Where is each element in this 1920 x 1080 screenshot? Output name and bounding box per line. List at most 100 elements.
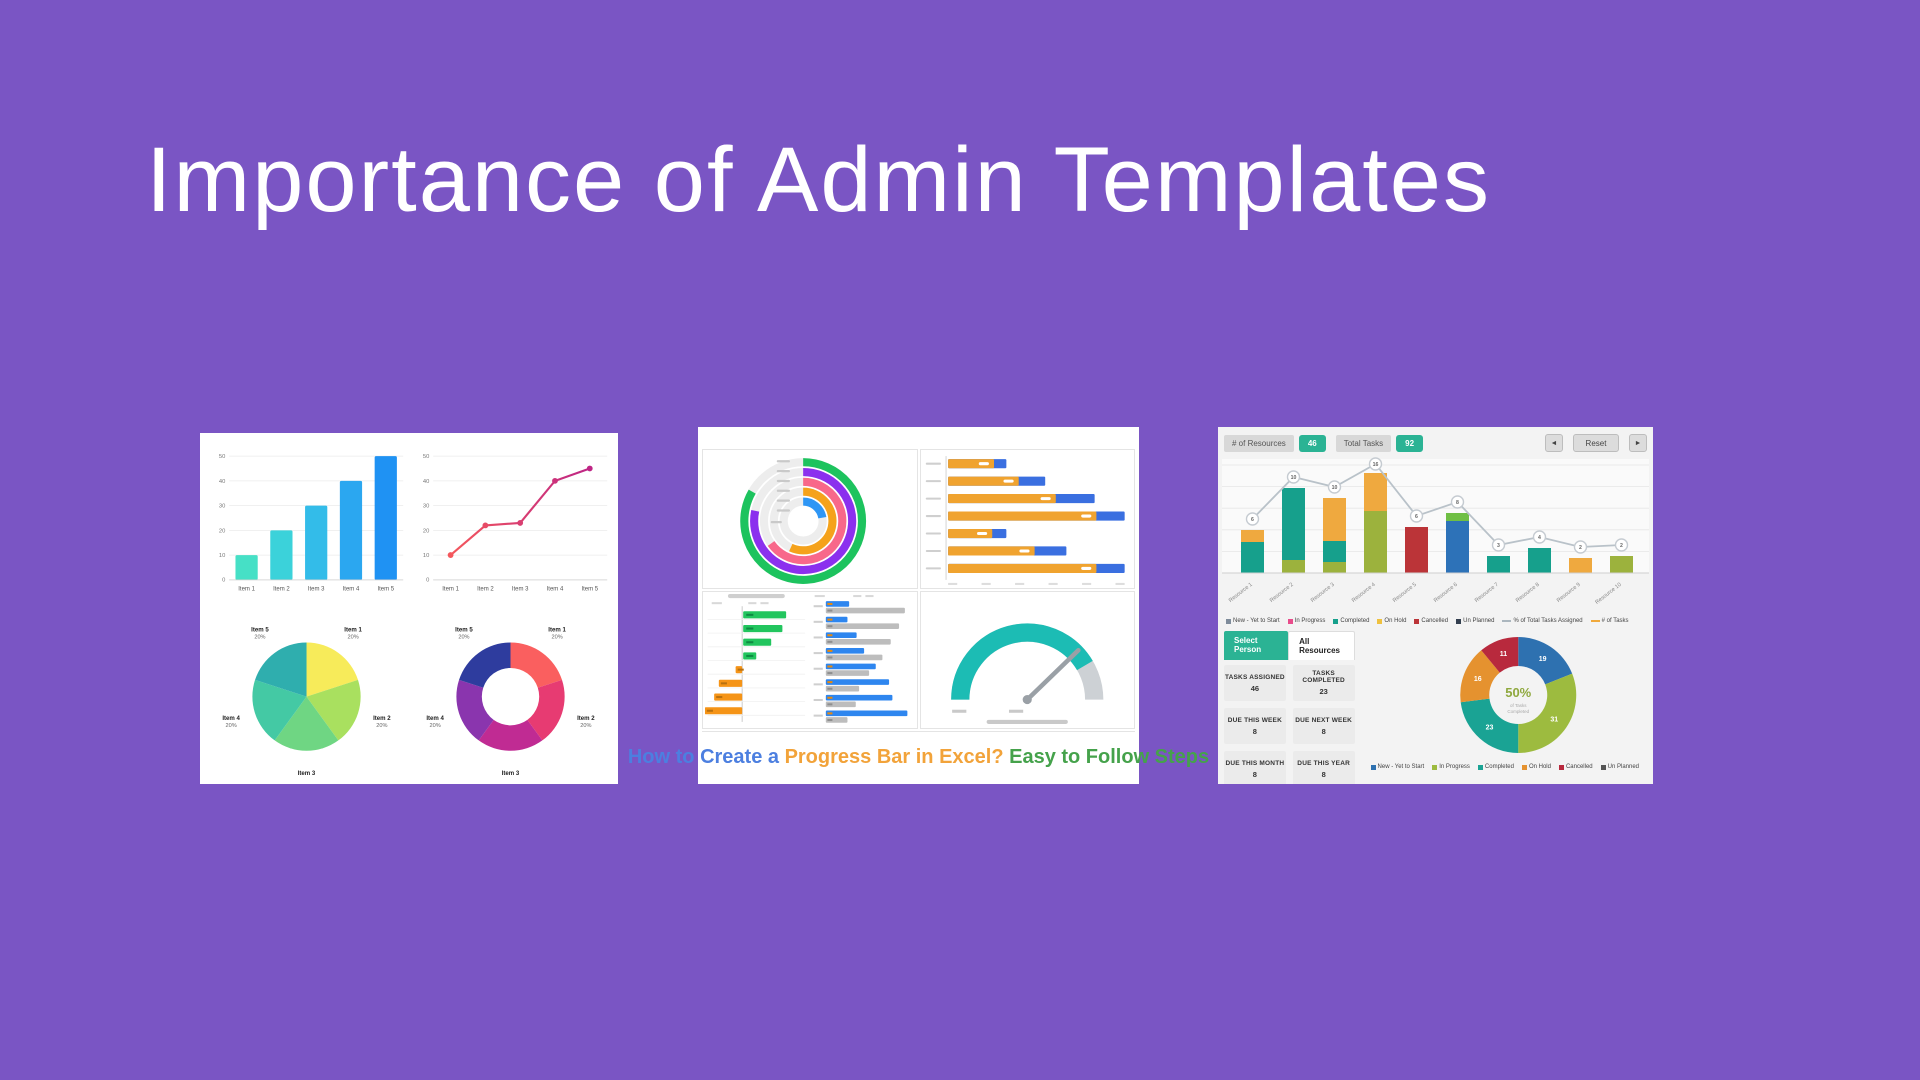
tab-select-person[interactable]: Select Person <box>1224 631 1289 660</box>
legend-label: New - Yet to Start <box>1233 618 1280 624</box>
svg-text:Resource 6: Resource 6 <box>1433 582 1459 604</box>
stat-card: DUE NEXT WEEK 8 <box>1292 708 1355 744</box>
svg-text:0: 0 <box>222 578 225 584</box>
combo-legend: New - Yet to Start In Progress Completed On… <box>1218 615 1653 627</box>
svg-text:6: 6 <box>1415 514 1418 520</box>
svg-text:Item 4: Item 4 <box>547 586 564 592</box>
svg-text:10: 10 <box>1332 485 1338 491</box>
legend-marker <box>1590 620 1600 622</box>
donut-chart: Item 120%Item 220%Item 320%Item 420%Item… <box>410 610 612 776</box>
svg-text:Completed: Completed <box>1507 709 1529 714</box>
bar-chart-svg: 0 10 20 30 40 50 Item 1 Item 2 Item 3 Item 4 Item … <box>219 454 404 592</box>
resources-chip-label: # of Resources <box>1224 434 1294 452</box>
svg-text:2: 2 <box>1620 543 1623 549</box>
svg-text:16: 16 <box>1373 462 1379 468</box>
reset-button[interactable]: Reset <box>1573 434 1619 452</box>
svg-text:0: 0 <box>426 578 429 584</box>
svg-text:20%: 20% <box>551 634 562 640</box>
svg-text:10: 10 <box>423 553 429 559</box>
svg-text:40: 40 <box>219 479 225 485</box>
progress-bars-svg <box>925 456 1125 585</box>
svg-text:Resource 8: Resource 8 <box>1515 582 1541 604</box>
svg-text:30: 30 <box>423 504 429 510</box>
legend-item: % of Total Tasks Assigned <box>1502 618 1583 624</box>
stat-card-label: DUE THIS WEEK <box>1227 716 1282 724</box>
progress-panels <box>702 449 1135 729</box>
legend-marker <box>1226 618 1231 624</box>
resources-chip[interactable]: # of Resources 46 <box>1224 434 1326 452</box>
svg-text:19: 19 <box>1538 656 1546 663</box>
legend-marker <box>1287 618 1293 624</box>
pie-chart: Item 120%Item 220%Item 320%Item 420%Item… <box>206 610 408 776</box>
stats-panel: Select Person All Resources TASKS ASSIGN… <box>1224 631 1355 784</box>
next-button[interactable]: ► <box>1629 434 1647 452</box>
legend-label: Un Planned <box>1607 764 1639 770</box>
dashboard-toolbar: # of Resources 46 Total Tasks 92 ◄ Reset… <box>1218 427 1653 457</box>
svg-text:Item 4: Item 4 <box>426 715 444 722</box>
stat-card-label: DUE THIS YEAR <box>1297 759 1350 767</box>
svg-text:20%: 20% <box>254 634 265 640</box>
total-tasks-chip[interactable]: Total Tasks 92 <box>1335 434 1424 452</box>
legend-item: Un Planned <box>1456 618 1494 624</box>
legend-label: Un Planned <box>1463 618 1495 624</box>
svg-text:16: 16 <box>1473 676 1481 683</box>
svg-text:6: 6 <box>1251 517 1254 523</box>
svg-text:Resource 2: Resource 2 <box>1269 582 1295 604</box>
donut-panel: 19 31 23 16 11 50% of Tasks Completed New - Yet… <box>1363 631 1647 784</box>
progress-collage-image: How to Create a Progress Bar in Excel? E… <box>628 427 1209 784</box>
legend-label: In Progress <box>1294 618 1326 624</box>
total-tasks-count-badge: 92 <box>1396 434 1424 452</box>
legend-label: On Hold <box>1384 618 1407 624</box>
legend-marker <box>1414 618 1420 624</box>
caption-part-green: Easy to Follow Steps <box>1003 745 1210 768</box>
gauge-chart <box>919 591 1135 729</box>
legend-item: Completed <box>1333 618 1369 624</box>
legend-item: On Hold <box>1521 764 1551 770</box>
svg-text:Item 5: Item 5 <box>377 586 394 592</box>
legend-label: New - Yet to Start <box>1377 764 1425 770</box>
svg-text:Item 4: Item 4 <box>222 715 240 722</box>
donut-legend: New - Yet to Start In Progress Completed On… <box>1363 761 1647 773</box>
svg-text:Item 3: Item 3 <box>502 769 520 776</box>
legend-item: In Progress <box>1287 618 1326 624</box>
legend-item: Cancelled <box>1414 618 1448 624</box>
svg-text:Item 5: Item 5 <box>581 586 598 592</box>
stat-card: DUE THIS YEAR 8 <box>1292 751 1355 784</box>
mini-bars-chart <box>702 591 918 729</box>
legend-item: # of Tasks <box>1590 618 1629 624</box>
legend-item: Completed <box>1477 764 1514 770</box>
svg-text:Item 2: Item 2 <box>373 715 391 722</box>
legend-label: In Progress <box>1439 764 1470 770</box>
svg-text:20%: 20% <box>347 634 358 640</box>
stat-card-value: 8 <box>1321 726 1326 736</box>
tab-all-resources[interactable]: All Resources <box>1288 631 1355 660</box>
svg-text:4: 4 <box>1538 535 1541 541</box>
svg-text:Resource 3: Resource 3 <box>1310 582 1336 604</box>
stat-card: TASKS ASSIGNED 46 <box>1224 665 1286 701</box>
legend-marker <box>1432 764 1438 770</box>
legend-label: Completed <box>1340 618 1370 624</box>
svg-text:Item 4: Item 4 <box>343 586 360 592</box>
total-tasks-chip-label: Total Tasks <box>1335 434 1392 452</box>
svg-text:Item 5: Item 5 <box>455 626 473 633</box>
svg-text:Resource 10: Resource 10 <box>1594 582 1622 606</box>
stat-card: DUE THIS WEEK 8 <box>1224 708 1286 744</box>
svg-text:Item 2: Item 2 <box>273 586 290 592</box>
legend-item: New - Yet to Start <box>1226 618 1280 624</box>
prev-button[interactable]: ◄ <box>1545 434 1563 452</box>
legend-marker <box>1333 618 1339 624</box>
svg-text:of Tasks: of Tasks <box>1510 703 1527 708</box>
stat-card-label: TASKS COMPLETED <box>1302 670 1345 684</box>
svg-text:Item 3: Item 3 <box>298 769 316 776</box>
excel-dashboard-image: # of Resources 46 Total Tasks 92 ◄ Reset… <box>1218 427 1653 784</box>
caption: How to Create a Progress Bar in Excel? E… <box>628 731 1209 782</box>
donut-chart-svg: Item 120%Item 220%Item 320%Item 420%Item… <box>426 626 595 776</box>
stat-card-label: DUE NEXT WEEK <box>1295 716 1353 724</box>
gauge-svg <box>950 623 1103 724</box>
svg-text:Item 3: Item 3 <box>512 586 529 592</box>
svg-text:Item 1: Item 1 <box>442 586 459 592</box>
tabs: Select Person All Resources <box>1224 631 1355 660</box>
legend-marker <box>1456 618 1462 624</box>
caption-part-blue: How to Create a <box>627 745 785 768</box>
